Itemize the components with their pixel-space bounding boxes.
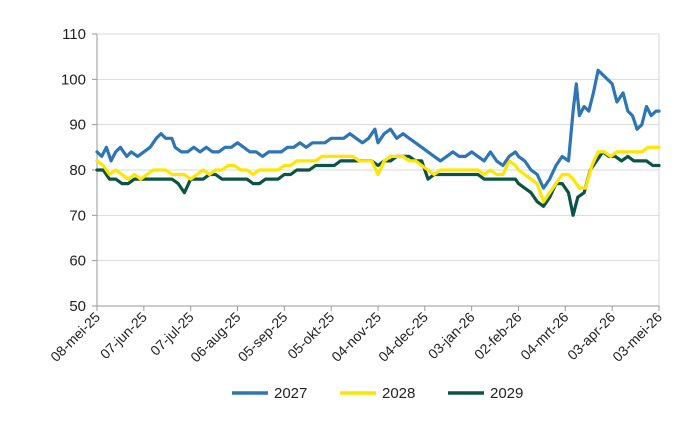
y-tick-label: 50 — [69, 298, 86, 315]
legend: 2027 2028 2029 — [232, 385, 523, 402]
series-line-2028 — [95, 145, 661, 204]
y-tick-label: 60 — [69, 253, 86, 270]
series-lines — [95, 68, 661, 217]
legend-label-2027: 2027 — [274, 385, 307, 402]
x-tick-label: 04-nov-25 — [328, 309, 384, 365]
y-tick-labels: 50 60 70 80 90 100 110 — [61, 26, 86, 315]
x-tick-label: 02-feb-26 — [471, 309, 525, 363]
grid-lines — [97, 33, 659, 262]
x-tick-label: 05-sep-25 — [235, 309, 291, 365]
series-line-2027 — [95, 68, 661, 190]
x-tick-label: 04-dec-25 — [375, 309, 431, 365]
y-tick-label: 80 — [69, 162, 86, 179]
legend-label-2029: 2029 — [490, 385, 523, 402]
y-tick-label: 70 — [69, 207, 86, 224]
x-tick-label: 03-mei-26 — [609, 309, 665, 365]
x-tick-label: 03-jan-26 — [425, 309, 478, 362]
x-tick-labels: 08-mei-2507-jun-2507-jul-2506-aug-2505-s… — [47, 309, 665, 366]
y-tick-label: 110 — [62, 26, 86, 43]
legend-item-2027: 2027 — [232, 385, 307, 402]
x-tick-label: 07-jun-25 — [97, 309, 150, 362]
x-tick-label: 06-aug-25 — [187, 309, 244, 366]
x-tick-label: 04-mrt-26 — [517, 309, 571, 363]
x-tick-label: 08-mei-25 — [47, 309, 103, 365]
legend-item-2029: 2029 — [448, 385, 523, 402]
y-tick-label: 100 — [61, 71, 86, 88]
legend-item-2028: 2028 — [340, 385, 415, 402]
y-tick-label: 90 — [69, 117, 86, 134]
legend-label-2028: 2028 — [382, 385, 415, 402]
